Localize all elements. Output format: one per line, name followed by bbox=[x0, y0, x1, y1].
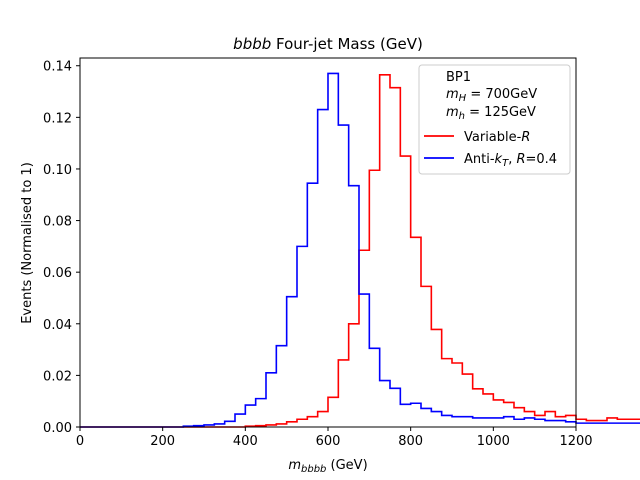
legend-header-line1: BP1 bbox=[446, 70, 471, 85]
x-axis-label-rest: (GeV) bbox=[326, 458, 367, 473]
series-anti-kt bbox=[80, 72, 640, 428]
legend-label-anti-kt-rest2: =0.4 bbox=[526, 152, 558, 167]
y-tick-label: 0.12 bbox=[43, 111, 72, 126]
legend-header-line2: mH = 700GeV bbox=[446, 87, 537, 104]
x-tick-label: 200 bbox=[150, 434, 175, 449]
legend-mh-math: m bbox=[446, 105, 459, 120]
x-tick-label: 1000 bbox=[477, 434, 510, 449]
legend-label-anti-kt-math: k bbox=[495, 152, 503, 167]
y-tick-label: 0.00 bbox=[43, 421, 72, 436]
legend-label-anti-kt-sub: T bbox=[502, 158, 509, 169]
y-tick-label: 0.14 bbox=[43, 60, 72, 75]
y-axis-label: Events (Normalised to 1) bbox=[20, 162, 35, 324]
legend-mH-sub: H bbox=[459, 93, 467, 104]
legend-label-anti-kt-text: Anti- bbox=[464, 152, 495, 167]
x-axis-ticks: 0 200 400 600 800 1000 1200 bbox=[76, 427, 593, 449]
legend-header-line3: mh = 125GeV bbox=[446, 105, 536, 122]
y-tick-label: 0.08 bbox=[43, 215, 72, 230]
legend-label-anti-kt: Anti-kT, R=0.4 bbox=[464, 152, 557, 169]
x-tick-label: 0 bbox=[76, 434, 84, 449]
chart-title-rest: Four-jet Mass (GeV) bbox=[271, 35, 423, 53]
line-anti-kt bbox=[80, 72, 640, 428]
x-axis-label-math: m bbox=[288, 458, 301, 473]
legend-label-variable-r-text: Variable- bbox=[464, 130, 522, 145]
legend-mh-rest: = 125GeV bbox=[465, 105, 536, 120]
x-tick-label: 800 bbox=[398, 434, 423, 449]
chart-title: bbbb Four-jet Mass (GeV) bbox=[233, 35, 423, 53]
x-tick-label: 600 bbox=[316, 434, 341, 449]
legend-mH-math: m bbox=[446, 87, 459, 102]
legend-mh-sub: h bbox=[459, 111, 465, 122]
x-axis-label: mbbbb (GeV) bbox=[288, 458, 367, 475]
legend: BP1 mH = 700GeV mh = 125GeV Variable-R A… bbox=[418, 64, 571, 175]
legend-label-variable-r-math: R bbox=[521, 130, 530, 145]
y-tick-label: 0.06 bbox=[43, 266, 72, 281]
legend-box bbox=[418, 64, 571, 175]
legend-mH-rest: = 700GeV bbox=[466, 87, 537, 102]
chart-title-math: bbbb bbox=[233, 35, 271, 53]
x-tick-label: 1200 bbox=[559, 434, 592, 449]
x-axis-label-sub: bbbb bbox=[301, 464, 326, 475]
y-tick-label: 0.04 bbox=[43, 318, 72, 333]
legend-label-variable-r: Variable-R bbox=[464, 130, 530, 145]
legend-label-anti-kt-rest: , bbox=[508, 152, 516, 167]
y-axis-ticks: 0.00 0.02 0.04 0.06 0.08 0.10 0.12 0.14 bbox=[43, 60, 80, 436]
x-tick-label: 400 bbox=[233, 434, 258, 449]
y-tick-label: 0.02 bbox=[43, 369, 72, 384]
y-tick-label: 0.10 bbox=[43, 163, 72, 178]
legend-label-anti-kt-math2: R bbox=[516, 152, 525, 167]
